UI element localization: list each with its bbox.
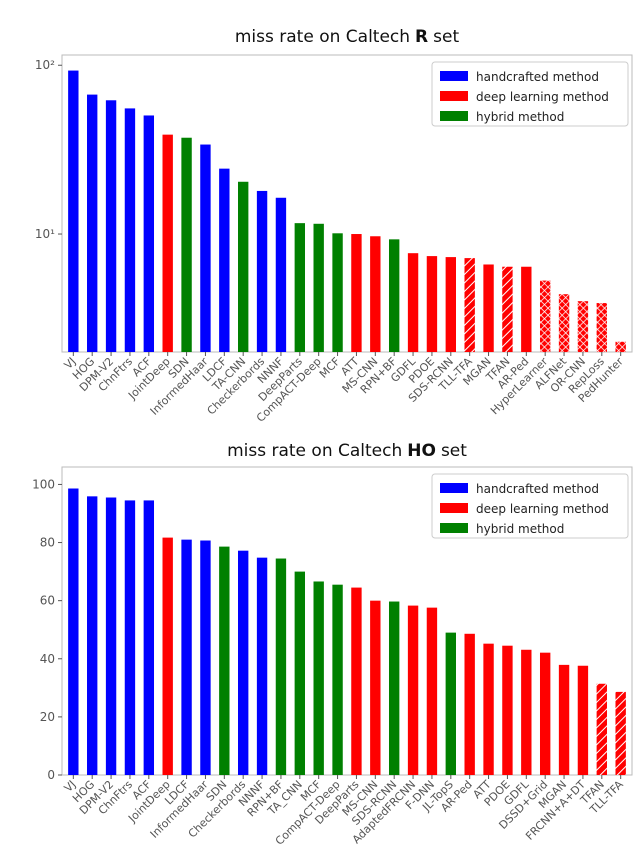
legend-swatch bbox=[440, 91, 468, 101]
bar bbox=[200, 144, 211, 352]
bar bbox=[577, 665, 589, 775]
bar bbox=[388, 239, 400, 352]
legend-box bbox=[431, 61, 629, 127]
legend-swatch bbox=[440, 483, 468, 493]
title-part: R bbox=[415, 27, 428, 47]
chart-title: miss rate on Caltech HO set bbox=[227, 441, 467, 461]
bar bbox=[87, 496, 98, 775]
legend-label: handcrafted method bbox=[476, 70, 599, 84]
bar bbox=[483, 264, 494, 352]
bar bbox=[124, 500, 136, 775]
bar bbox=[464, 633, 475, 775]
bar bbox=[275, 197, 287, 352]
y-tick-label: 0 bbox=[47, 768, 55, 782]
bar bbox=[407, 605, 419, 775]
bar bbox=[256, 190, 268, 352]
bar bbox=[558, 294, 570, 352]
bar bbox=[105, 100, 117, 352]
bar bbox=[332, 584, 343, 775]
bar bbox=[313, 581, 324, 775]
title-part: miss rate on Caltech bbox=[235, 27, 410, 47]
bar bbox=[143, 115, 155, 352]
bar bbox=[521, 649, 532, 775]
y-tick-label: 60 bbox=[40, 594, 55, 608]
bar bbox=[483, 643, 494, 775]
bar bbox=[426, 607, 438, 775]
bar bbox=[558, 664, 570, 775]
bar bbox=[181, 137, 192, 352]
bar bbox=[370, 236, 381, 352]
bar bbox=[162, 537, 173, 775]
y-tick-label: 20 bbox=[40, 710, 55, 724]
bar bbox=[238, 550, 249, 775]
bar bbox=[351, 234, 362, 352]
title-part: miss rate on Caltech bbox=[227, 441, 402, 461]
bar bbox=[615, 691, 626, 775]
bar bbox=[407, 253, 419, 352]
bar bbox=[351, 587, 362, 775]
bar bbox=[577, 301, 589, 352]
title-part: set bbox=[441, 441, 467, 461]
bar bbox=[313, 223, 324, 352]
bar bbox=[521, 266, 532, 352]
bar bbox=[124, 108, 136, 352]
legend-swatch bbox=[440, 111, 468, 121]
y-tick-label: 80 bbox=[40, 536, 55, 550]
bar bbox=[332, 233, 343, 352]
bar bbox=[502, 645, 513, 775]
bar bbox=[105, 497, 117, 775]
bar bbox=[596, 683, 607, 775]
bar bbox=[596, 303, 607, 352]
title-part: HO bbox=[407, 441, 436, 461]
bar bbox=[143, 500, 155, 775]
bar bbox=[219, 168, 230, 352]
bar bbox=[256, 557, 268, 775]
bar bbox=[68, 488, 79, 775]
bar bbox=[162, 134, 173, 352]
bar bbox=[464, 258, 475, 352]
bar bbox=[87, 94, 98, 353]
legend-box bbox=[431, 473, 629, 539]
y-tick-label: 10² bbox=[35, 58, 55, 72]
bar bbox=[426, 256, 438, 352]
bar bbox=[181, 539, 192, 775]
bar bbox=[445, 257, 456, 352]
legend-swatch bbox=[440, 503, 468, 513]
bar bbox=[294, 571, 306, 775]
bar bbox=[615, 341, 626, 352]
y-tick-label: 40 bbox=[40, 652, 55, 666]
bar bbox=[68, 70, 79, 352]
bar bbox=[238, 181, 249, 352]
legend-label: deep learning method bbox=[476, 502, 609, 516]
legend-label: hybrid method bbox=[476, 522, 564, 536]
bar bbox=[200, 540, 211, 775]
legend-label: deep learning method bbox=[476, 90, 609, 104]
bar bbox=[275, 558, 287, 775]
legend-label: handcrafted method bbox=[476, 482, 599, 496]
bar bbox=[445, 632, 456, 775]
y-tick-label: 10¹ bbox=[35, 227, 55, 241]
bar bbox=[539, 652, 551, 775]
bar bbox=[370, 600, 381, 775]
bar bbox=[388, 601, 400, 775]
title-part: set bbox=[433, 27, 459, 47]
bar bbox=[539, 280, 551, 352]
y-tick-label: 100 bbox=[32, 477, 55, 491]
bar bbox=[219, 546, 230, 775]
bar bbox=[502, 266, 513, 352]
bar bbox=[294, 223, 306, 352]
legend-label: hybrid method bbox=[476, 110, 564, 124]
legend-swatch bbox=[440, 71, 468, 81]
legend-swatch bbox=[440, 523, 468, 533]
